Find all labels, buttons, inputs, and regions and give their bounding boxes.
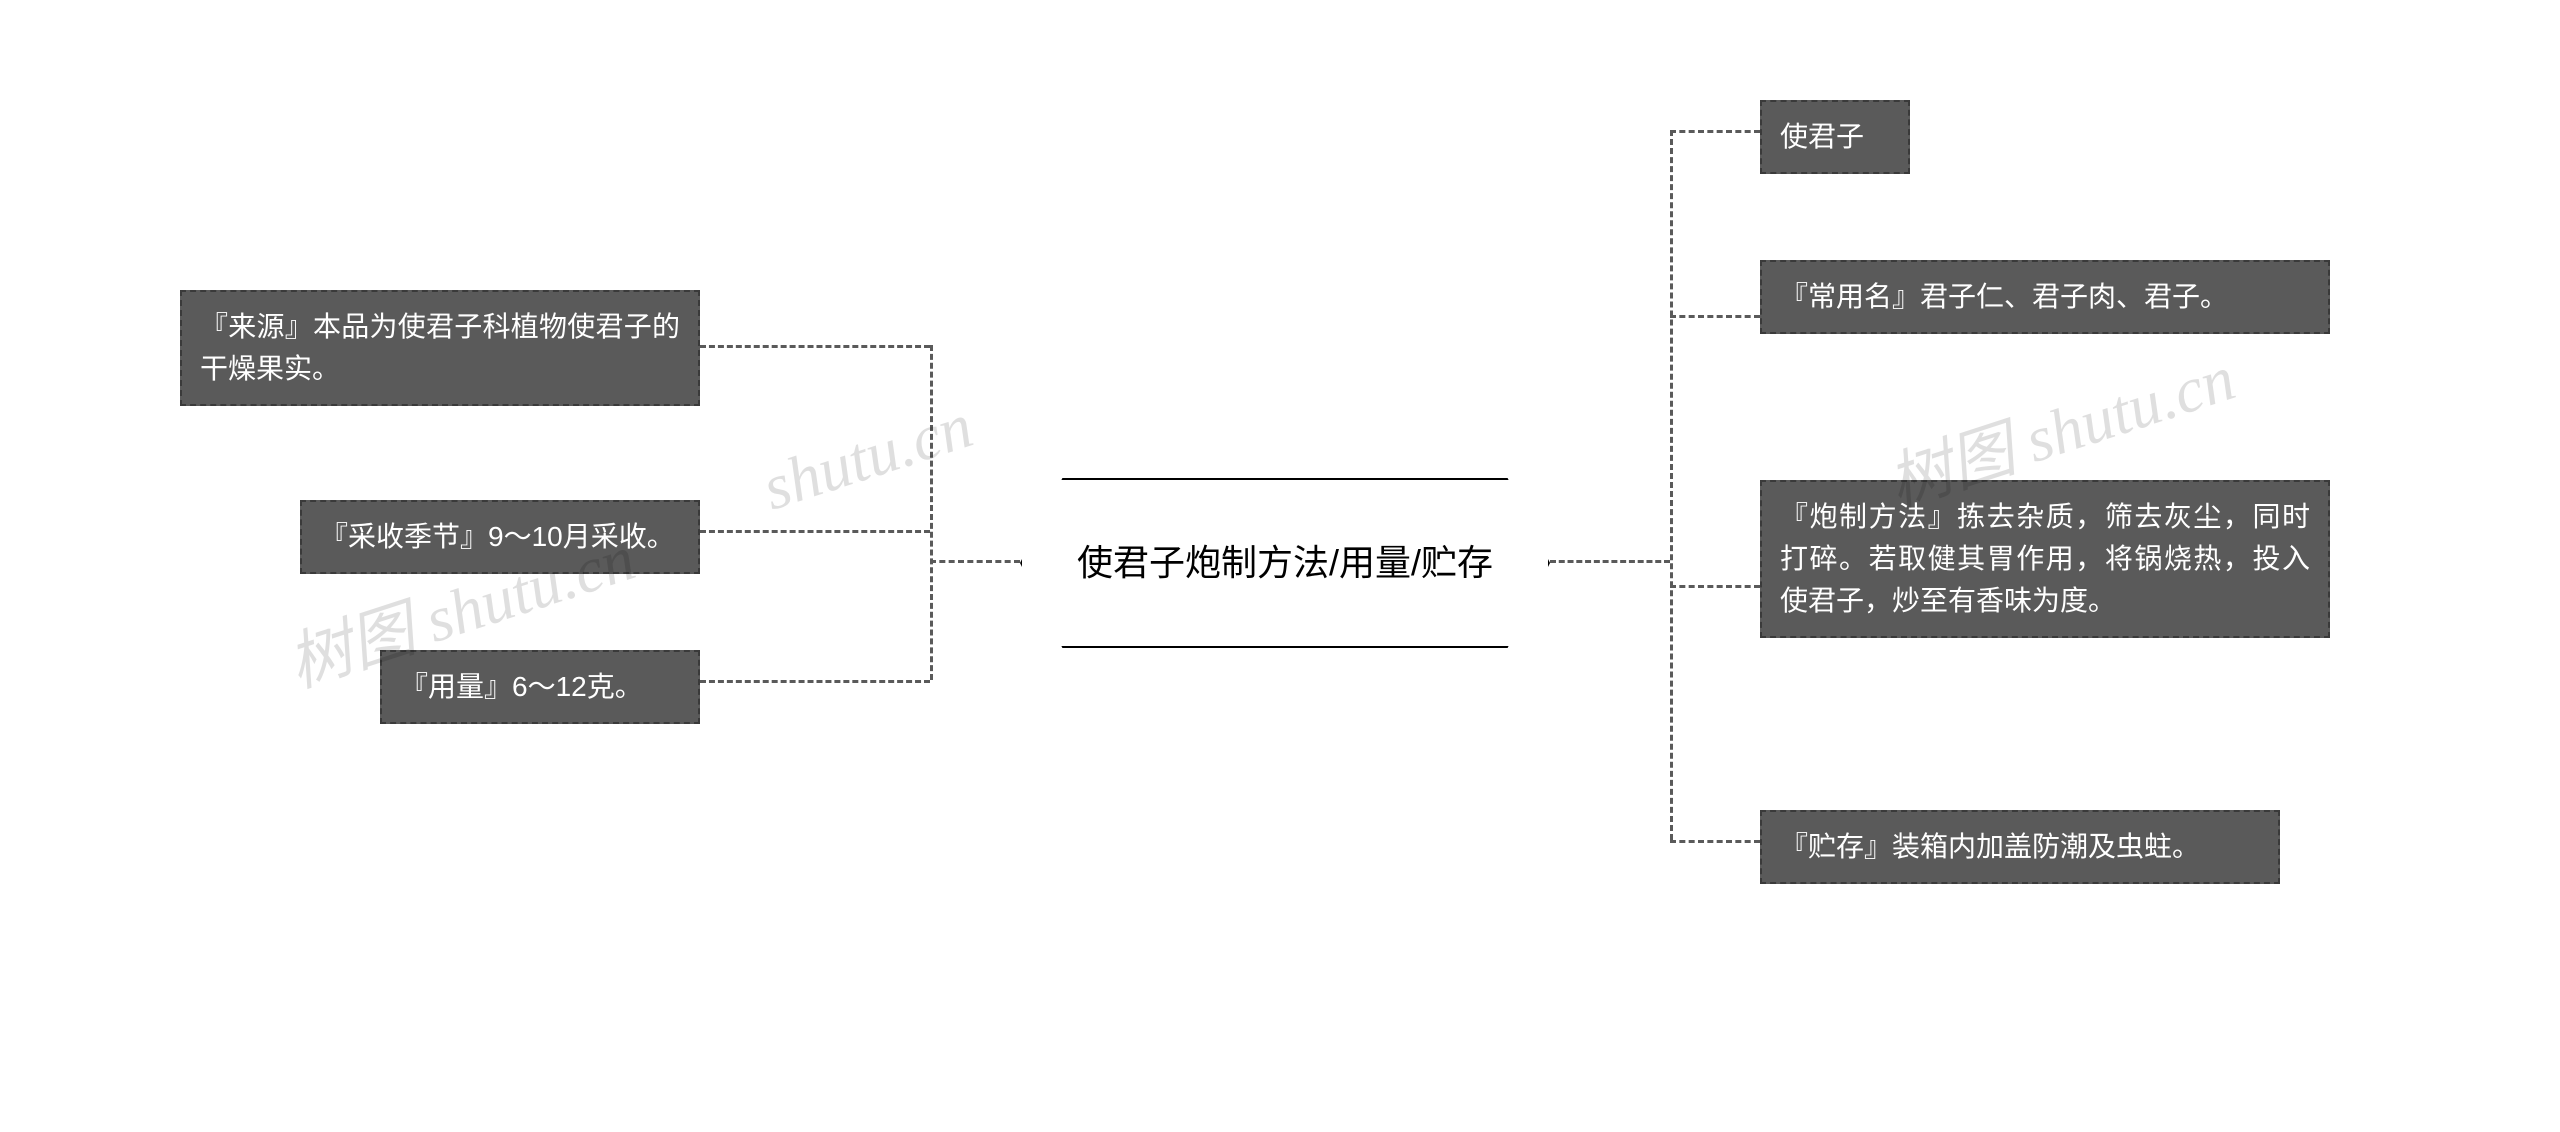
node-label: 『用量』6～12克。 [400,671,643,702]
left-node-harvest: 『采收季节』9～10月采收。 [300,500,700,574]
right-node-common-names: 『常用名』君子仁、君子肉、君子。 [1760,260,2330,334]
connector-right-branch-3 [1670,585,1760,588]
connector-right-branch-1 [1670,130,1760,133]
node-label: 『来源』本品为使君子科植物使君子的干燥果实。 [200,311,680,384]
connector-right-trunk [1550,560,1670,563]
connector-left-trunk [930,560,1020,563]
center-node: 使君子炮制方法/用量/贮存 [1020,478,1550,648]
connector-left-branch-2 [700,530,930,533]
node-label: 『贮存』装箱内加盖防潮及虫蛀。 [1780,831,2200,862]
node-label: 『采收季节』9～10月采收。 [320,521,675,552]
node-label: 『常用名』君子仁、君子肉、君子。 [1780,281,2228,312]
node-label: 使君子 [1780,121,1864,152]
center-node-label: 使君子炮制方法/用量/贮存 [1052,538,1518,588]
left-node-source: 『来源』本品为使君子科植物使君子的干燥果实。 [180,290,700,406]
connector-left-branch-3 [700,680,930,683]
node-label: 『炮制方法』拣去杂质，筛去灰尘，同时打碎。若取健其胃作用，将锅烧热，投入使君子，… [1780,501,2310,616]
left-node-dosage: 『用量』6～12克。 [380,650,700,724]
right-node-name: 使君子 [1760,100,1910,174]
right-node-storage: 『贮存』装箱内加盖防潮及虫蛀。 [1760,810,2280,884]
connector-right-spine [1670,130,1673,840]
right-node-processing: 『炮制方法』拣去杂质，筛去灰尘，同时打碎。若取健其胃作用，将锅烧热，投入使君子，… [1760,480,2330,638]
connector-left-spine [930,345,933,680]
watermark: shutu.cn [754,389,981,526]
connector-left-branch-1 [700,345,930,348]
connector-right-branch-4 [1670,840,1760,843]
connector-right-branch-2 [1670,315,1760,318]
